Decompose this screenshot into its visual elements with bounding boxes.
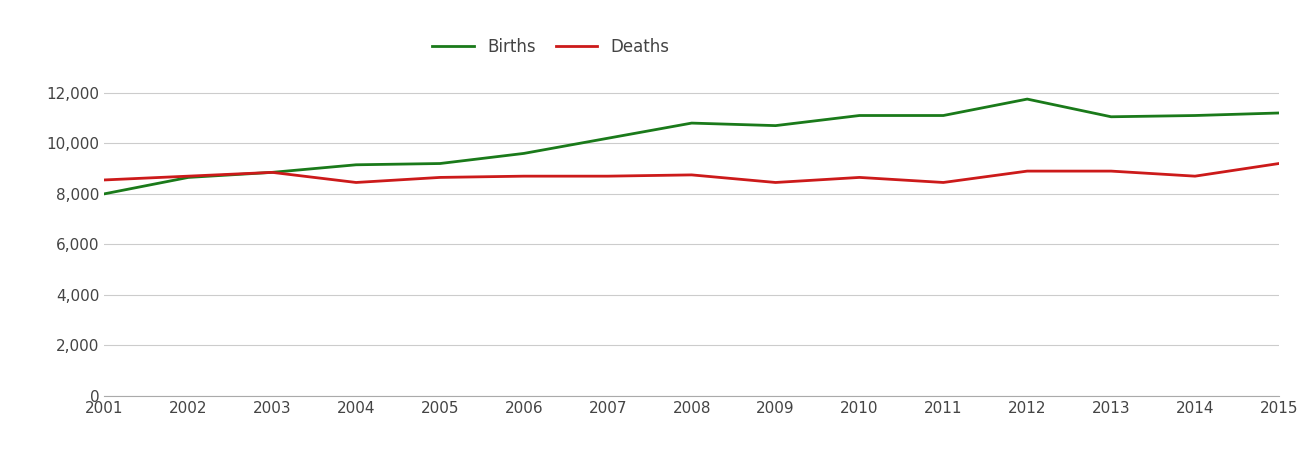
Line: Births: Births [104,99,1279,194]
Births [180,175,196,180]
Births [1271,110,1287,116]
Births [97,191,112,197]
Deaths [684,172,699,178]
Births [1019,96,1035,102]
Births [1188,113,1203,118]
Deaths [180,173,196,179]
Deaths [600,173,616,179]
Line: Deaths: Deaths [104,163,1279,183]
Deaths [432,175,448,180]
Deaths [1103,168,1118,174]
Births [348,162,364,167]
Births [432,161,448,166]
Deaths [348,180,364,185]
Births [852,113,868,118]
Births [265,170,281,175]
Births [936,113,951,118]
Births [515,151,531,156]
Deaths [852,175,868,180]
Deaths [1019,168,1035,174]
Deaths [97,177,112,183]
Deaths [936,180,951,185]
Births [767,123,783,128]
Births [684,121,699,126]
Births [600,135,616,141]
Deaths [515,173,531,179]
Deaths [767,180,783,185]
Births [1103,114,1118,119]
Deaths [265,170,281,175]
Deaths [1188,173,1203,179]
Deaths [1271,161,1287,166]
Legend: Births, Deaths: Births, Deaths [432,38,669,56]
